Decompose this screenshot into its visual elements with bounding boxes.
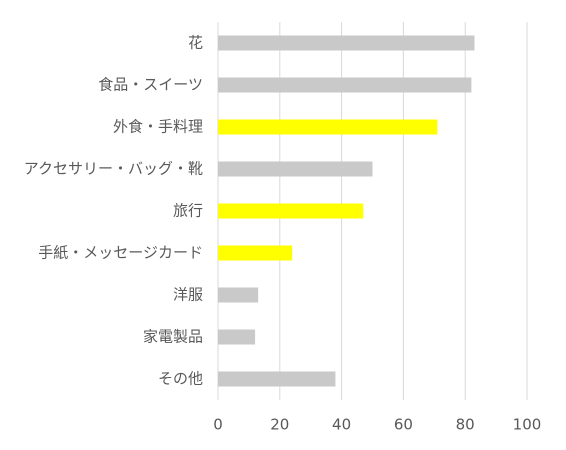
bar — [218, 371, 336, 387]
y-tick-label: 洋服 — [173, 286, 203, 304]
y-tick-label: その他 — [158, 370, 203, 388]
y-tick-label: 家電製品 — [143, 328, 203, 346]
x-tick-label: 60 — [394, 416, 413, 434]
x-tick-label: 0 — [213, 416, 223, 434]
bar — [218, 77, 472, 93]
x-tick-label: 40 — [332, 416, 351, 434]
y-tick-label: 外食・手料理 — [113, 118, 203, 136]
bar — [218, 287, 259, 303]
x-tick-label: 100 — [513, 416, 542, 434]
y-tick-label: 食品・スイーツ — [98, 76, 203, 94]
bar — [218, 35, 475, 51]
x-tick-label: 80 — [456, 416, 475, 434]
bar — [218, 119, 438, 135]
y-tick-label: 旅行 — [173, 202, 203, 220]
y-tick-label: アクセサリー・バッグ・靴 — [24, 160, 203, 178]
bar — [218, 203, 364, 219]
y-tick-label: 花 — [188, 34, 203, 52]
bar — [218, 245, 293, 261]
bar — [218, 329, 256, 345]
bar — [218, 161, 373, 177]
x-tick-label: 20 — [270, 416, 289, 434]
y-tick-label: 手紙・メッセージカード — [38, 244, 203, 262]
